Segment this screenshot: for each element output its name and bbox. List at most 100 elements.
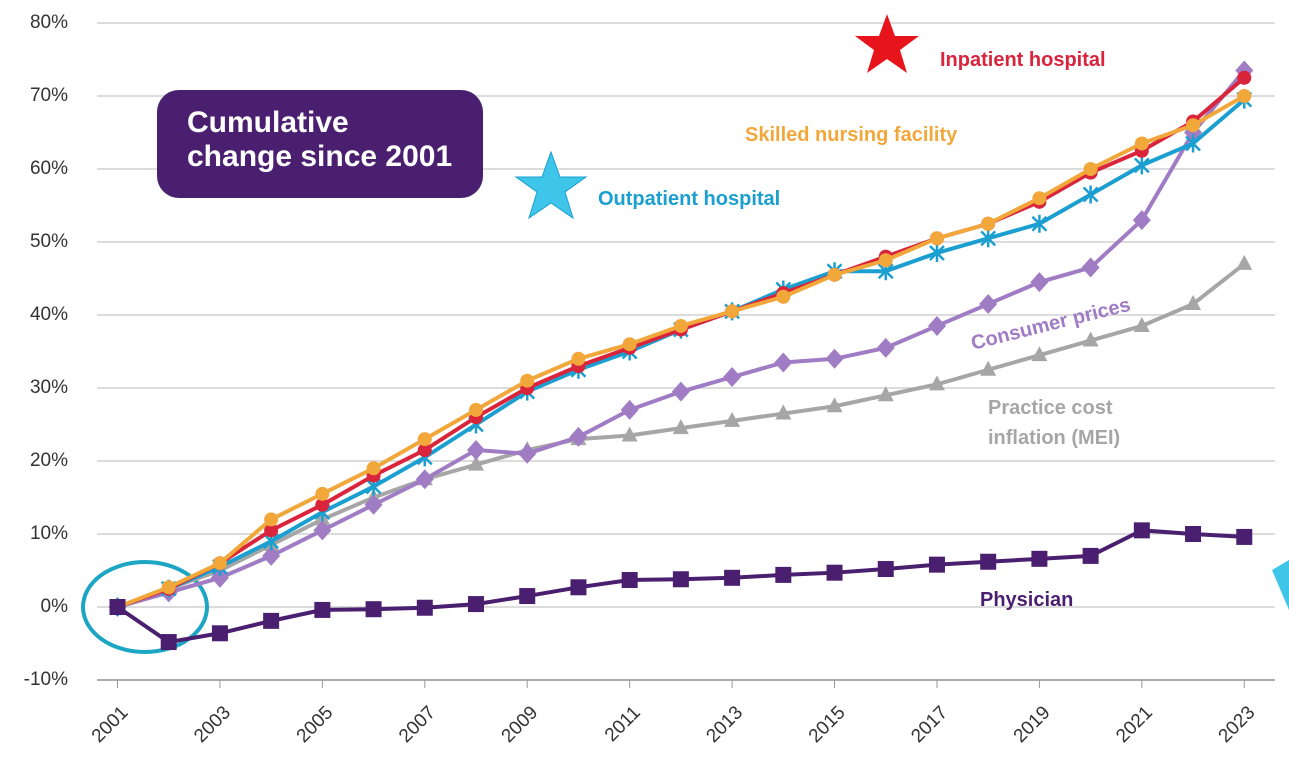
point <box>621 571 638 588</box>
point <box>1134 136 1149 151</box>
point <box>671 381 690 402</box>
point <box>569 426 588 447</box>
point <box>364 494 383 515</box>
y-tick-label: 80% <box>30 12 68 33</box>
point <box>161 580 176 595</box>
y-tick-label: 10% <box>30 523 68 544</box>
x-tick-label: 2009 <box>498 702 543 747</box>
point <box>1236 254 1253 270</box>
point <box>776 289 791 304</box>
point <box>929 231 944 246</box>
point <box>211 625 228 642</box>
point <box>672 571 689 588</box>
point <box>1237 89 1252 103</box>
point <box>826 564 843 581</box>
point <box>725 304 740 319</box>
point <box>570 579 587 596</box>
y-tick-label: 50% <box>30 231 68 252</box>
point <box>928 375 945 391</box>
point <box>1186 118 1201 133</box>
point <box>673 318 688 333</box>
point <box>979 294 998 315</box>
point <box>366 461 381 476</box>
point <box>109 599 126 615</box>
point <box>1083 162 1098 176</box>
y-tick-label: 30% <box>30 377 68 398</box>
point <box>417 432 432 447</box>
point <box>313 520 332 541</box>
point <box>416 599 433 616</box>
point <box>724 569 741 586</box>
point <box>724 411 741 427</box>
y-tick-label: 20% <box>30 450 68 471</box>
point <box>264 523 279 538</box>
highlight-circle <box>81 560 209 654</box>
point <box>980 553 997 570</box>
x-tick-label: 2001 <box>88 702 133 747</box>
point <box>1082 331 1099 347</box>
x-tick-label: 2023 <box>1215 702 1260 747</box>
point <box>417 443 432 458</box>
point <box>263 612 280 629</box>
point <box>160 634 177 651</box>
point <box>981 216 996 231</box>
point <box>876 337 895 358</box>
point <box>571 351 586 366</box>
point <box>775 404 792 420</box>
y-tick-label: -10% <box>24 669 68 690</box>
x-tick-label: 2013 <box>702 702 747 747</box>
y-tick-label: 40% <box>30 304 68 325</box>
point <box>518 443 537 464</box>
point <box>1081 257 1100 278</box>
arrow-decoration <box>1272 560 1289 610</box>
x-tick-label: 2017 <box>907 702 952 747</box>
point <box>262 545 281 566</box>
point <box>1032 191 1047 206</box>
point <box>1031 346 1048 362</box>
y-tick-label: 70% <box>30 85 68 106</box>
point <box>1082 547 1099 564</box>
point <box>315 486 330 501</box>
point <box>1031 550 1048 567</box>
point <box>1133 156 1150 175</box>
star-decoration <box>855 14 919 73</box>
x-tick-label: 2007 <box>395 702 440 747</box>
series-label: Inpatient hospital <box>940 49 1106 71</box>
series-label: Practice cost inflation (MEI) <box>988 397 1121 449</box>
star-decoration <box>514 150 588 220</box>
x-tick-label: 2005 <box>293 702 338 747</box>
point <box>929 243 945 262</box>
point <box>980 360 997 376</box>
point <box>469 402 484 417</box>
point <box>365 601 382 618</box>
point <box>827 267 842 282</box>
point <box>980 229 997 248</box>
point <box>621 426 638 442</box>
y-tick-label: 0% <box>41 596 69 617</box>
point <box>825 348 844 369</box>
point <box>520 373 535 388</box>
point <box>468 455 485 471</box>
point <box>775 566 792 583</box>
point <box>1082 185 1099 204</box>
series-label: Skilled nursing facility <box>745 124 958 146</box>
chart-title: Cumulative change since 2001 <box>157 90 483 198</box>
point <box>723 367 742 388</box>
point <box>1237 70 1252 85</box>
x-tick-label: 2021 <box>1112 702 1157 747</box>
x-tick-label: 2019 <box>1010 702 1055 747</box>
point <box>1236 528 1253 545</box>
x-tick-label: 2003 <box>190 702 235 747</box>
point <box>774 352 793 373</box>
x-tick-label: 2015 <box>805 702 850 747</box>
point <box>314 601 331 618</box>
series-label: Outpatient hospital <box>598 188 781 210</box>
point <box>264 512 279 527</box>
series-label: Physician <box>980 589 1074 611</box>
point <box>1132 210 1151 231</box>
point <box>878 253 893 268</box>
point <box>415 469 434 490</box>
y-tick-label: 60% <box>30 158 68 179</box>
